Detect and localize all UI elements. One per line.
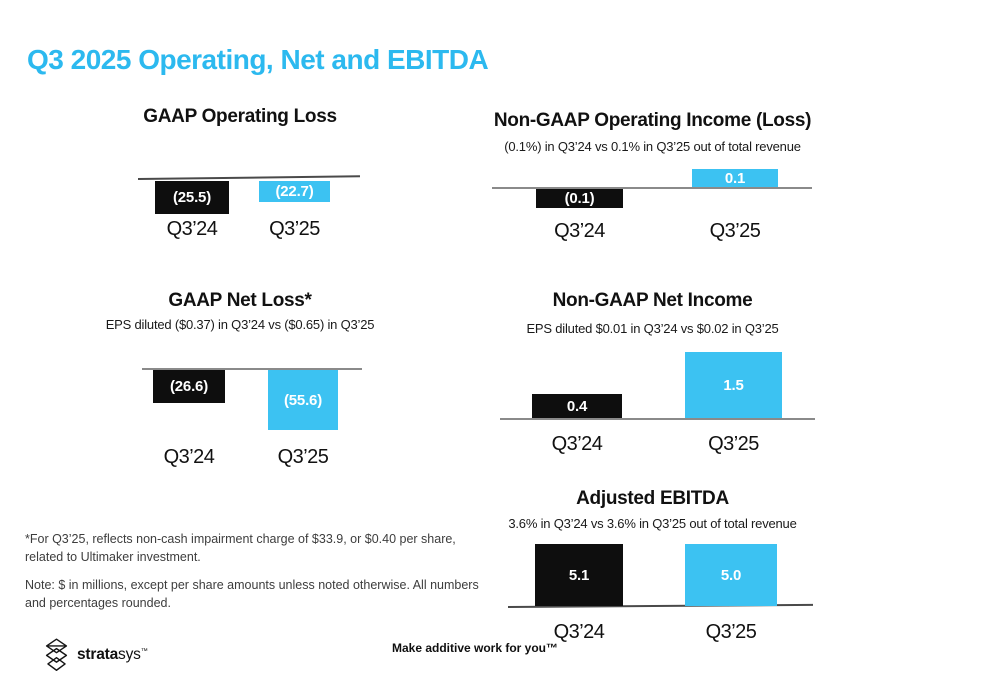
bar-value: (25.5) (173, 189, 211, 206)
axis-line (500, 418, 815, 420)
category-label: Q3’24 (166, 218, 218, 240)
bar-value: 1.5 (723, 376, 744, 394)
stratasys-logo-icon (45, 638, 68, 671)
bar-q324: (0.1) (536, 189, 623, 208)
bar-q324: 5.1 (535, 544, 623, 606)
bar-value: (22.7) (275, 183, 314, 200)
chart-title: GAAP Net Loss* (168, 290, 312, 311)
page-title: Q3 2025 Operating, Net and EBITDA (27, 44, 489, 75)
bar-q325: 1.5 (685, 352, 782, 418)
footnote-note: Note: $ in millions, except per share am… (25, 578, 479, 611)
category-label: Q3’25 (708, 433, 759, 455)
chart-subtitle: EPS diluted $0.01 in Q3’24 vs $0.02 in Q… (526, 321, 779, 336)
chart-subtitle: 3.6% in Q3’24 vs 3.6% in Q3’25 out of to… (508, 516, 797, 531)
category-label: Q3’25 (709, 220, 761, 242)
category-label: Q3’25 (277, 446, 329, 468)
chart-subtitle: (0.1%) in Q3’24 vs 0.1% in Q3’25 out of … (504, 139, 801, 154)
chart-title: Non-GAAP Net Income (552, 290, 753, 311)
category-label: Q3’24 (553, 621, 605, 643)
bar-value: (55.6) (284, 391, 322, 409)
chart-title: Adjusted EBITDA (576, 488, 729, 509)
bar-value: (0.1) (564, 190, 595, 207)
category-label: Q3’24 (163, 446, 215, 468)
category-label: Q3’25 (705, 621, 757, 643)
wordmark-light: sys (118, 645, 141, 663)
chart-title: Non-GAAP Operating Income (Loss) (493, 110, 812, 131)
axis-line (142, 368, 362, 370)
category-label: Q3’25 (269, 218, 320, 240)
stratasys-wordmark: stratasys™ (77, 646, 148, 664)
bar-q324: (25.5) (155, 181, 229, 214)
bar-value: (26.6) (170, 378, 208, 395)
axis-line (492, 187, 812, 189)
bar-q325: 5.0 (685, 544, 777, 606)
footer-tagline: Make additive work for you™ (391, 641, 559, 655)
chart-subtitle: EPS diluted ($0.37) in Q3’24 vs ($0.65) … (105, 317, 375, 332)
bar-value: 0.1 (724, 169, 746, 187)
trademark-symbol: ™ (140, 647, 148, 655)
chart-title: GAAP Operating Loss (143, 106, 337, 127)
axis-line (137, 175, 360, 180)
bar-q324: 0.4 (532, 394, 622, 418)
bar-q325: (22.7) (259, 181, 330, 202)
footnote-impairment: *For Q3’25, reflects non-cash impairment… (25, 532, 456, 565)
bar-value: 5.1 (568, 566, 590, 584)
bar-q325: 0.1 (692, 169, 778, 187)
bar-q324: (26.6) (153, 370, 225, 403)
category-label: Q3’24 (551, 433, 603, 455)
bar-q325: (55.6) (268, 370, 338, 430)
bar-value: 5.0 (720, 566, 742, 584)
wordmark-bold: strata (77, 645, 119, 663)
bar-value: 0.4 (566, 397, 588, 415)
brand-lockup: stratasys™ (43, 637, 148, 672)
category-label: Q3’24 (554, 220, 605, 242)
